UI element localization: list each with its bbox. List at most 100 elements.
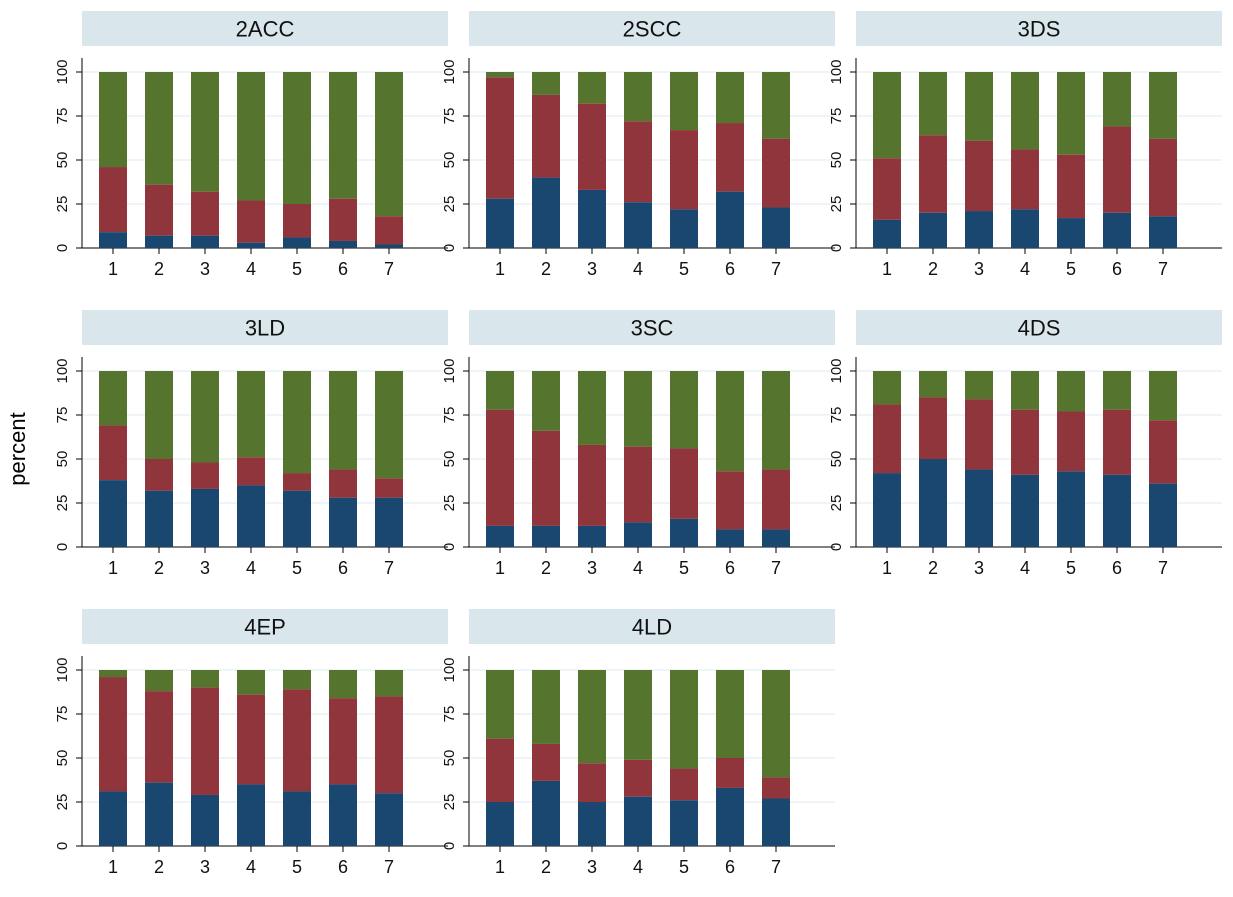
bar-top-segment bbox=[99, 72, 127, 168]
bar-middle-segment bbox=[145, 459, 173, 491]
y-tick-label: 25 bbox=[54, 794, 71, 811]
y-tick-label: 50 bbox=[828, 451, 845, 468]
x-tick-label: 1 bbox=[108, 558, 118, 578]
y-tick-label: 75 bbox=[828, 407, 845, 424]
bar-middle-segment bbox=[624, 446, 652, 523]
bar-top-segment bbox=[375, 72, 403, 217]
bar-bottom-segment bbox=[237, 242, 265, 248]
bar-top-segment bbox=[99, 670, 127, 678]
bar-bottom-segment bbox=[670, 518, 698, 547]
bar-bottom-segment bbox=[670, 800, 698, 846]
bar-middle-segment bbox=[237, 457, 265, 486]
bar-top-segment bbox=[145, 72, 173, 185]
bar-middle-segment bbox=[99, 425, 127, 481]
bar-middle-segment bbox=[1103, 409, 1131, 475]
bar-top-segment bbox=[237, 670, 265, 695]
x-tick-label: 5 bbox=[292, 259, 302, 279]
bar-top-segment bbox=[762, 670, 790, 778]
bar-bottom-segment bbox=[532, 177, 560, 248]
y-tick-label: 50 bbox=[54, 750, 71, 767]
panel-header bbox=[469, 609, 835, 644]
bar-middle-segment bbox=[486, 77, 514, 199]
x-tick-label: 6 bbox=[1112, 558, 1122, 578]
bar-top-segment bbox=[919, 72, 947, 136]
bar-middle-segment bbox=[375, 696, 403, 794]
bar-middle-segment bbox=[624, 759, 652, 797]
y-tick-label: 25 bbox=[54, 196, 71, 213]
panel-title: 4DS bbox=[1018, 316, 1061, 341]
bar-middle-segment bbox=[375, 478, 403, 498]
x-tick-label: 6 bbox=[338, 857, 348, 877]
x-tick-label: 2 bbox=[541, 857, 551, 877]
bar-bottom-segment bbox=[965, 211, 993, 248]
bar-bottom-segment bbox=[532, 525, 560, 547]
bar-middle-segment bbox=[716, 123, 744, 192]
bar-bottom-segment bbox=[716, 787, 744, 846]
bar-middle-segment bbox=[486, 409, 514, 526]
bar-middle-segment bbox=[145, 691, 173, 783]
bar-bottom-segment bbox=[145, 490, 173, 547]
bar-top-segment bbox=[965, 371, 993, 400]
panel-title: 4LD bbox=[632, 615, 672, 640]
x-tick-label: 7 bbox=[771, 857, 781, 877]
bar-bottom-segment bbox=[1011, 474, 1039, 547]
bar-bottom-segment bbox=[873, 473, 901, 547]
bar-middle-segment bbox=[99, 677, 127, 792]
bar-bottom-segment bbox=[191, 235, 219, 248]
bar-top-segment bbox=[670, 371, 698, 449]
bar-middle-segment bbox=[919, 135, 947, 213]
bar-top-segment bbox=[532, 72, 560, 95]
bar-bottom-segment bbox=[873, 219, 901, 248]
x-tick-label: 3 bbox=[587, 857, 597, 877]
bar-bottom-segment bbox=[919, 459, 947, 547]
x-tick-label: 6 bbox=[725, 558, 735, 578]
bar-top-segment bbox=[873, 371, 901, 405]
bar-middle-segment bbox=[578, 763, 606, 802]
bar-top-segment bbox=[1103, 72, 1131, 127]
bar-top-segment bbox=[237, 72, 265, 201]
bar-bottom-segment bbox=[375, 244, 403, 248]
bar-top-segment bbox=[237, 371, 265, 458]
bar-middle-segment bbox=[191, 687, 219, 795]
bar-bottom-segment bbox=[624, 796, 652, 846]
panel-header bbox=[82, 310, 448, 345]
panel-title: 2ACC bbox=[236, 17, 295, 42]
x-tick-label: 6 bbox=[725, 857, 735, 877]
y-tick-label: 75 bbox=[828, 108, 845, 125]
bar-bottom-segment bbox=[191, 488, 219, 547]
y-tick-label: 50 bbox=[441, 750, 458, 767]
x-tick-label: 7 bbox=[384, 857, 394, 877]
bar-bottom-segment bbox=[375, 793, 403, 846]
y-tick-label: 100 bbox=[54, 657, 71, 682]
bar-top-segment bbox=[99, 371, 127, 426]
panel-4ep: 4EP 0 25 50 75 100 1 2 3 4 5 6 7 bbox=[54, 609, 448, 877]
bar-top-segment bbox=[578, 670, 606, 764]
bar-middle-segment bbox=[1011, 409, 1039, 475]
y-tick-label: 75 bbox=[441, 706, 458, 723]
x-tick-label: 4 bbox=[633, 857, 643, 877]
bar-middle-segment bbox=[145, 184, 173, 236]
y-tick-label: 0 bbox=[54, 244, 71, 252]
bar-middle-segment bbox=[191, 191, 219, 236]
bar-top-segment bbox=[716, 670, 744, 758]
x-tick-label: 4 bbox=[633, 259, 643, 279]
x-tick-label: 3 bbox=[200, 259, 210, 279]
y-tick-label: 100 bbox=[441, 59, 458, 84]
bar-top-segment bbox=[329, 371, 357, 470]
bar-top-segment bbox=[283, 72, 311, 204]
panel-4ld: 4LD 0 25 50 75 100 1 2 3 4 5 6 7 bbox=[441, 609, 835, 877]
bar-bottom-segment bbox=[762, 798, 790, 846]
bar-top-segment bbox=[191, 670, 219, 688]
y-tick-label: 75 bbox=[441, 108, 458, 125]
bar-bottom-segment bbox=[283, 791, 311, 846]
bar-bottom-segment bbox=[716, 191, 744, 248]
bar-bottom-segment bbox=[624, 202, 652, 248]
bar-middle-segment bbox=[237, 200, 265, 243]
bar-bottom-segment bbox=[919, 212, 947, 248]
bar-bottom-segment bbox=[670, 209, 698, 248]
bar-top-segment bbox=[375, 371, 403, 479]
bar-middle-segment bbox=[99, 167, 127, 233]
bar-bottom-segment bbox=[283, 237, 311, 248]
bar-top-segment bbox=[762, 371, 790, 470]
